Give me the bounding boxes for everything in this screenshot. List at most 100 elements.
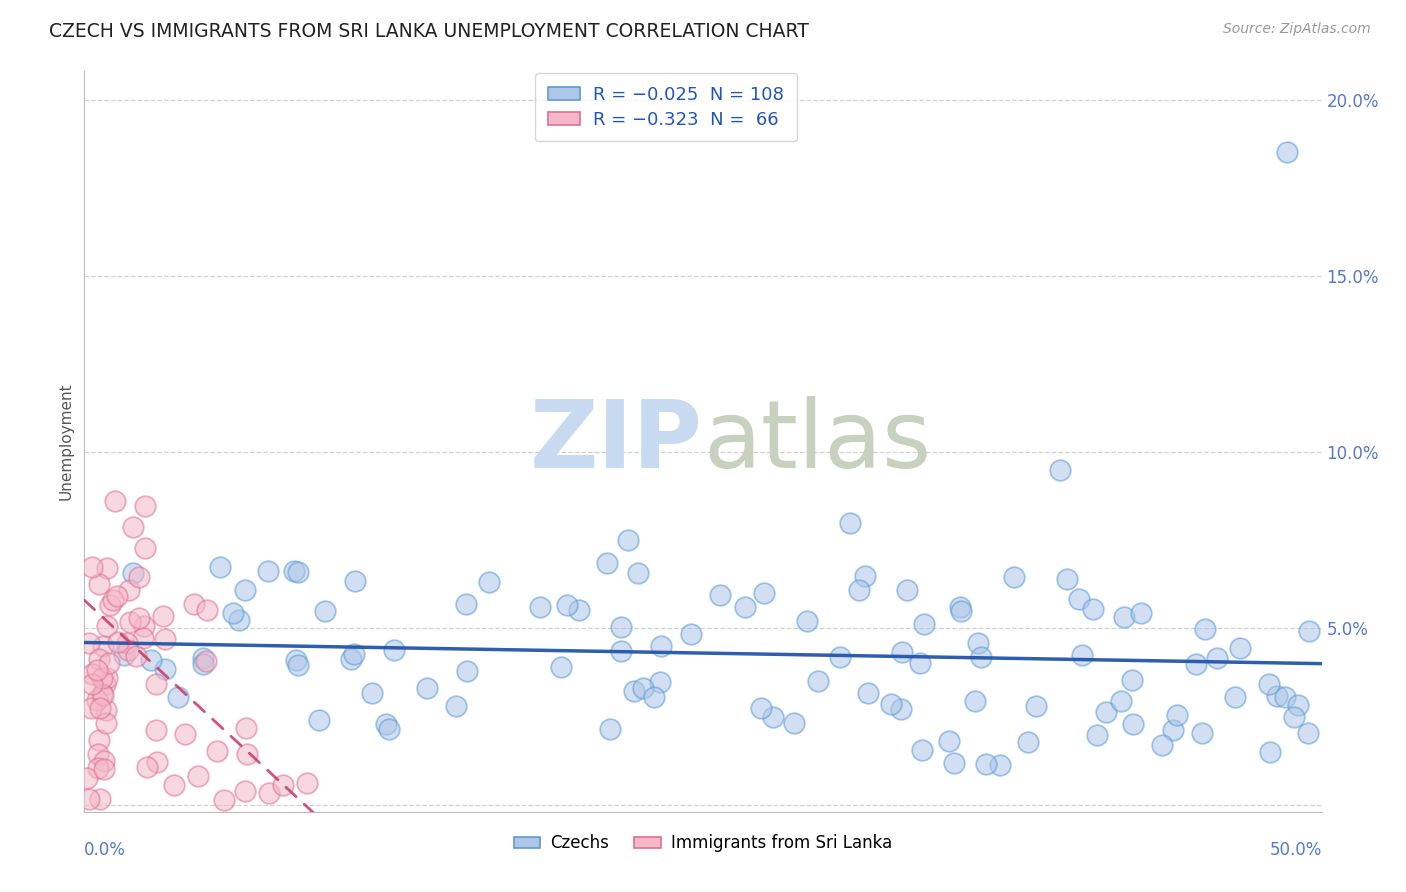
Point	[115, 636, 138, 650]
Point	[1109, 694, 1132, 708]
Point	[128, 570, 150, 584]
Point	[1004, 569, 1026, 583]
Point	[1258, 745, 1281, 759]
Point	[128, 611, 150, 625]
Point	[173, 727, 195, 741]
Point	[1017, 735, 1039, 749]
Point	[416, 681, 439, 696]
Point	[89, 652, 111, 666]
Point	[107, 589, 129, 603]
Point	[91, 639, 114, 653]
Point	[1205, 651, 1227, 665]
Point	[1121, 673, 1143, 688]
Point	[456, 664, 478, 678]
Point	[1025, 699, 1047, 714]
Point	[235, 721, 257, 735]
Point	[828, 650, 851, 665]
Point	[890, 702, 912, 716]
Point	[1085, 728, 1108, 742]
Point	[91, 688, 114, 702]
Point	[1265, 690, 1288, 704]
Point	[643, 690, 665, 704]
Point	[911, 743, 934, 757]
Point	[1286, 698, 1309, 712]
Point	[555, 598, 578, 612]
Point	[896, 583, 918, 598]
Point	[117, 642, 139, 657]
Point	[136, 760, 159, 774]
Point	[1296, 726, 1319, 740]
Point	[938, 734, 960, 748]
Point	[943, 756, 966, 770]
Point	[134, 541, 156, 555]
Point	[444, 698, 467, 713]
Point	[257, 786, 280, 800]
Point	[1122, 717, 1144, 731]
Point	[257, 564, 280, 578]
Point	[146, 755, 169, 769]
Y-axis label: Unemployment: Unemployment	[58, 383, 73, 500]
Point	[477, 575, 499, 590]
Point	[344, 574, 367, 589]
Point	[87, 747, 110, 762]
Point	[1257, 677, 1279, 691]
Point	[1071, 648, 1094, 662]
Point	[1049, 463, 1071, 477]
Point	[205, 744, 228, 758]
Point	[1275, 145, 1298, 160]
Point	[796, 614, 818, 628]
Point	[1184, 657, 1206, 671]
Point	[107, 634, 129, 648]
Point	[80, 676, 103, 690]
Legend: Czechs, Immigrants from Sri Lanka: Czechs, Immigrants from Sri Lanka	[508, 828, 898, 859]
Point	[122, 566, 145, 581]
Point	[988, 758, 1011, 772]
Point	[183, 597, 205, 611]
Point	[839, 516, 862, 530]
Point	[96, 704, 118, 718]
Point	[623, 683, 645, 698]
Point	[134, 499, 156, 513]
Point	[599, 723, 621, 737]
Point	[287, 565, 309, 579]
Point	[94, 716, 117, 731]
Point	[1069, 591, 1091, 606]
Point	[89, 700, 111, 714]
Point	[90, 687, 112, 701]
Point	[89, 791, 111, 805]
Point	[193, 657, 215, 671]
Point	[807, 673, 830, 688]
Point	[214, 792, 236, 806]
Text: ZIP: ZIP	[530, 395, 703, 488]
Point	[122, 520, 145, 534]
Point	[1191, 725, 1213, 739]
Point	[209, 559, 232, 574]
Point	[609, 644, 631, 658]
Point	[856, 686, 879, 700]
Point	[155, 662, 177, 676]
Point	[104, 494, 127, 508]
Text: 50.0%: 50.0%	[1270, 841, 1322, 859]
Point	[1298, 624, 1320, 638]
Point	[616, 533, 638, 548]
Point	[96, 561, 118, 575]
Point	[853, 569, 876, 583]
Point	[709, 588, 731, 602]
Point	[650, 640, 672, 654]
Point	[94, 677, 117, 691]
Point	[1166, 708, 1188, 723]
Point	[82, 559, 104, 574]
Point	[340, 652, 363, 666]
Point	[80, 701, 103, 715]
Point	[194, 654, 217, 668]
Point	[93, 762, 115, 776]
Point	[880, 697, 903, 711]
Point	[970, 649, 993, 664]
Point	[966, 636, 988, 650]
Point	[314, 604, 336, 618]
Point	[101, 592, 124, 607]
Point	[734, 600, 756, 615]
Point	[1056, 573, 1078, 587]
Point	[908, 656, 931, 670]
Point	[965, 693, 987, 707]
